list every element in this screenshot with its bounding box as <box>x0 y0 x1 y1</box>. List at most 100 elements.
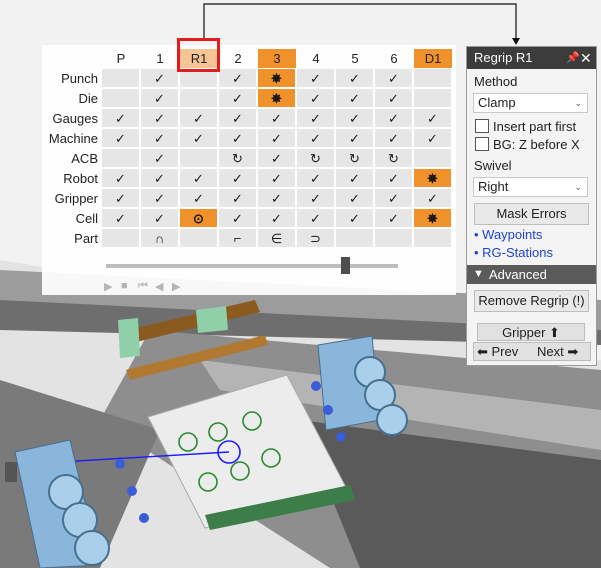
grid-cell[interactable]: ✸ <box>414 169 452 188</box>
grid-cell[interactable]: ✓ <box>336 89 374 108</box>
column-header-5[interactable]: 5 <box>351 51 359 66</box>
grid-cell[interactable]: ∈ <box>258 229 296 248</box>
grid-cell[interactable]: ✓ <box>414 189 452 208</box>
grid-cell[interactable]: ✓ <box>141 149 179 168</box>
grid-cell[interactable]: ✓ <box>414 109 452 128</box>
next-button[interactable]: Next ➡ <box>537 344 579 359</box>
grid-cell[interactable]: ✓ <box>219 169 257 188</box>
grid-cell[interactable]: ∩ <box>141 229 179 248</box>
grid-cell[interactable]: ✓ <box>297 209 335 228</box>
grid-cell[interactable]: ✓ <box>258 189 296 208</box>
grid-cell[interactable]: ✓ <box>141 169 179 188</box>
column-header-4[interactable]: 4 <box>312 51 320 66</box>
method-select[interactable]: Clamp ⌄ <box>473 93 588 113</box>
grid-cell[interactable]: ✸ <box>258 89 296 108</box>
grid-cell[interactable]: ↻ <box>297 149 335 168</box>
grid-cell[interactable]: ✓ <box>102 209 140 228</box>
gripper-tab[interactable]: Gripper ⬆ <box>477 323 585 341</box>
remove-regrip-button[interactable]: Remove Regrip (!) <box>474 290 589 312</box>
grid-cell[interactable]: ↻ <box>336 149 374 168</box>
grid-cell[interactable]: ✓ <box>375 109 413 128</box>
timeline-track[interactable] <box>106 264 398 268</box>
playback-control[interactable]: ■ <box>121 280 128 292</box>
mask-errors-button[interactable]: Mask Errors <box>474 203 589 225</box>
grid-cell[interactable]: ✓ <box>141 129 179 148</box>
grid-cell[interactable]: ✓ <box>258 109 296 128</box>
grid-cell[interactable]: ✓ <box>258 129 296 148</box>
grid-cell[interactable] <box>102 149 140 168</box>
grid-cell[interactable] <box>375 229 413 248</box>
grid-cell[interactable] <box>180 69 218 88</box>
grid-cell[interactable]: ✓ <box>141 209 179 228</box>
grid-cell[interactable]: ✓ <box>219 89 257 108</box>
grid-cell[interactable]: ✓ <box>336 189 374 208</box>
grid-cell[interactable]: ✓ <box>180 189 218 208</box>
grid-cell[interactable]: ✓ <box>336 209 374 228</box>
grid-cell[interactable]: ✓ <box>219 189 257 208</box>
grid-cell[interactable] <box>180 229 218 248</box>
grid-cell[interactable]: ✓ <box>375 69 413 88</box>
column-header-6[interactable]: 6 <box>390 51 398 66</box>
grid-cell[interactable]: ✓ <box>297 189 335 208</box>
swivel-select[interactable]: Right ⌄ <box>473 177 588 197</box>
column-header-d1[interactable]: D1 <box>414 49 452 68</box>
rg-stations-link[interactable]: • RG-Stations <box>474 245 553 260</box>
grid-cell[interactable]: ✓ <box>102 129 140 148</box>
pin-icon[interactable]: 📌 <box>566 52 580 64</box>
grid-cell[interactable] <box>414 89 452 108</box>
grid-cell[interactable]: ✓ <box>375 89 413 108</box>
grid-cell[interactable]: ✓ <box>297 89 335 108</box>
grid-cell[interactable]: ✓ <box>414 129 452 148</box>
close-icon[interactable]: ✕ <box>580 50 592 66</box>
column-header-3[interactable]: 3 <box>258 49 296 68</box>
grid-cell[interactable] <box>102 69 140 88</box>
grid-cell[interactable]: ⊃ <box>297 229 335 248</box>
grid-cell[interactable]: ✓ <box>375 189 413 208</box>
advanced-section-header[interactable]: ▼ Advanced <box>467 265 596 284</box>
grid-cell[interactable]: ✓ <box>375 129 413 148</box>
grid-cell[interactable]: ✓ <box>258 209 296 228</box>
playback-control[interactable]: ▶ <box>172 281 181 293</box>
grid-cell[interactable]: ✓ <box>219 129 257 148</box>
grid-cell[interactable]: ✓ <box>219 109 257 128</box>
grid-cell[interactable]: ✸ <box>414 209 452 228</box>
grid-cell[interactable] <box>102 89 140 108</box>
column-header-2[interactable]: 2 <box>234 51 242 66</box>
column-header-1[interactable]: 1 <box>156 51 164 66</box>
grid-cell[interactable]: ✓ <box>102 169 140 188</box>
grid-cell[interactable]: ✓ <box>219 69 257 88</box>
grid-cell[interactable]: ✓ <box>375 169 413 188</box>
playback-control[interactable]: ◀ <box>155 281 164 293</box>
regrip-status-grid[interactable]: P 1 R1 2 3 4 5 6 D1 Punch ✓ ✓ ✸ ✓ ✓ ✓ Die ✓ ✓ ✸ ✓ ✓ ✓ Gauges ✓ ✓ ✓… <box>42 45 456 295</box>
column-header-p[interactable]: P <box>116 51 126 66</box>
prev-button[interactable]: ⬅ Prev <box>477 344 519 359</box>
insert-part-first-checkbox[interactable]: Insert part first <box>475 119 576 134</box>
grid-cell[interactable]: ✓ <box>336 109 374 128</box>
grid-cell[interactable] <box>414 229 452 248</box>
grid-cell[interactable] <box>180 89 218 108</box>
grid-cell[interactable]: ✸ <box>258 69 296 88</box>
playback-control[interactable]: ▶ <box>104 281 113 293</box>
grid-cell[interactable]: ✓ <box>141 69 179 88</box>
grid-cell[interactable]: ⊙ <box>180 209 218 228</box>
waypoints-link[interactable]: • Waypoints <box>474 227 543 242</box>
grid-cell[interactable]: ✓ <box>102 189 140 208</box>
grid-cell[interactable]: ✓ <box>336 169 374 188</box>
grid-cell[interactable]: ✓ <box>141 189 179 208</box>
grid-cell[interactable] <box>180 149 218 168</box>
grid-cell[interactable]: ✓ <box>336 129 374 148</box>
column-header-r1[interactable]: R1 <box>180 49 218 68</box>
timeline-knob[interactable] <box>341 257 351 274</box>
grid-cell[interactable]: ✓ <box>219 209 257 228</box>
grid-cell[interactable] <box>102 229 140 248</box>
grid-cell[interactable]: ✓ <box>297 109 335 128</box>
bg-z-before-x-checkbox[interactable]: BG: Z before X <box>475 137 580 152</box>
grid-cell[interactable] <box>336 229 374 248</box>
grid-cell[interactable]: ✓ <box>258 149 296 168</box>
grid-cell[interactable]: ↻ <box>219 149 257 168</box>
grid-cell[interactable]: ✓ <box>297 169 335 188</box>
grid-cell[interactable]: ✓ <box>180 109 218 128</box>
grid-cell[interactable] <box>414 69 452 88</box>
grid-cell[interactable]: ✓ <box>180 169 218 188</box>
